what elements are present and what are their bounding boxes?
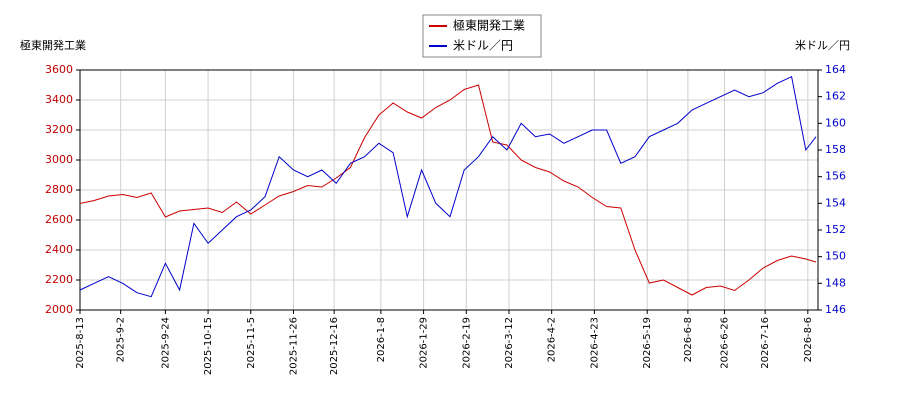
y-tick-label: 3000 <box>45 153 73 166</box>
x-tick-label: 2025-8-13 <box>75 317 86 369</box>
y2-tick-label: 146 <box>825 303 846 316</box>
legend-label: 米ドル／円 <box>453 39 513 53</box>
y-tick-label: 3600 <box>45 63 73 76</box>
x-tick-label: 2026-8-6 <box>803 317 814 362</box>
y2-axis-label: 米ドル／円 <box>795 39 850 52</box>
x-tick-label: 2026-4-2 <box>547 317 558 362</box>
y2-tick-label: 158 <box>825 143 846 156</box>
y2-tick-label: 160 <box>825 116 846 129</box>
legend-label: 極東開発工業 <box>453 18 525 33</box>
y2-tick-label: 148 <box>825 276 846 289</box>
x-tick-label: 2026-7-16 <box>760 317 771 369</box>
x-tick-label: 2025-11-5 <box>246 317 257 369</box>
y2-tick-label: 152 <box>825 223 846 236</box>
y-tick-label: 2600 <box>45 213 73 226</box>
x-tick-label: 2026-6-26 <box>719 317 730 369</box>
y-tick-label: 3400 <box>45 93 73 106</box>
y2-tick-label: 162 <box>825 90 846 103</box>
x-tick-label: 2026-5-19 <box>642 317 653 369</box>
y-tick-label: 2400 <box>45 243 73 256</box>
y2-tick-label: 164 <box>825 63 846 76</box>
y2-tick-label: 154 <box>825 196 846 209</box>
x-tick-label: 2025-9-24 <box>160 317 171 369</box>
y-tick-label: 3200 <box>45 123 73 136</box>
y-axis-label: 極東開発工業 <box>20 38 86 52</box>
x-tick-label: 2026-4-23 <box>589 317 600 369</box>
series-line <box>79 84 817 296</box>
legend-box <box>422 14 542 58</box>
x-tick-label: 2025-10-15 <box>203 317 214 375</box>
y2-tick-label: 150 <box>825 250 846 263</box>
y-tick-label: 2800 <box>45 183 73 196</box>
series-line <box>79 75 817 298</box>
x-tick-label: 2026-6-8 <box>683 317 694 362</box>
x-tick-label: 2025-11-26 <box>288 317 299 375</box>
x-tick-label: 2026-1-8 <box>376 317 387 362</box>
x-tick-label: 2026-2-19 <box>461 317 472 369</box>
x-tick-label: 2026-3-12 <box>504 317 515 369</box>
y-tick-label: 2000 <box>45 303 73 316</box>
plot-frame <box>79 69 819 311</box>
y-tick-label: 2200 <box>45 273 73 286</box>
y2-tick-label: 156 <box>825 170 846 183</box>
x-tick-label: 2025-12-16 <box>329 317 340 375</box>
x-tick-label: 2025-9-2 <box>116 317 127 362</box>
x-tick-label: 2026-1-29 <box>419 317 430 369</box>
